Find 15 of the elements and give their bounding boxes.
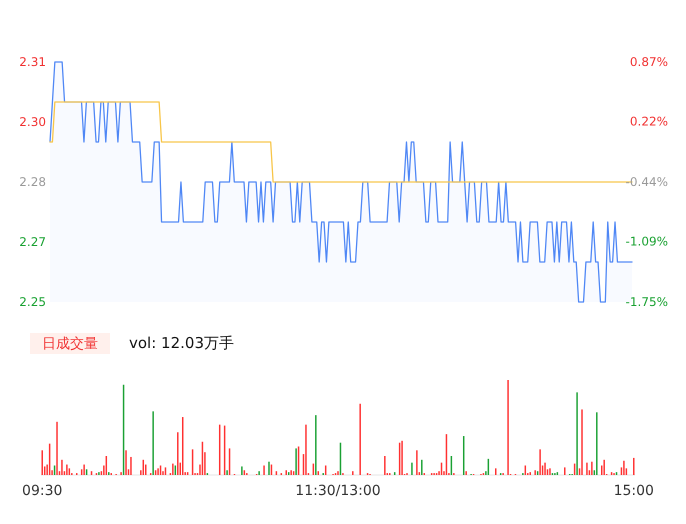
x-tick-label: 11:30/13:00 <box>295 483 381 499</box>
x-tick-label: 15:00 <box>614 483 654 499</box>
y-tick-label: 2.31 <box>19 55 46 69</box>
y2-tick-label: -1.75% <box>626 295 668 309</box>
y2-tick-label: -0.44% <box>626 175 668 189</box>
x-tick-label: 09:30 <box>22 483 62 499</box>
text: vol: 12.03万手 <box>129 334 234 352</box>
y-tick-label: 2.25 <box>19 295 46 309</box>
y2-tick-label: -1.09% <box>626 234 668 249</box>
y-tick-label: 2.28 <box>19 175 46 189</box>
text: 日成交量 <box>42 336 98 352</box>
y-tick-label: 2.27 <box>19 235 46 249</box>
y-tick-label: 2.30 <box>19 115 46 129</box>
y2-tick-label: 0.22% <box>630 114 668 129</box>
y2-tick-label: 0.87% <box>630 55 668 69</box>
